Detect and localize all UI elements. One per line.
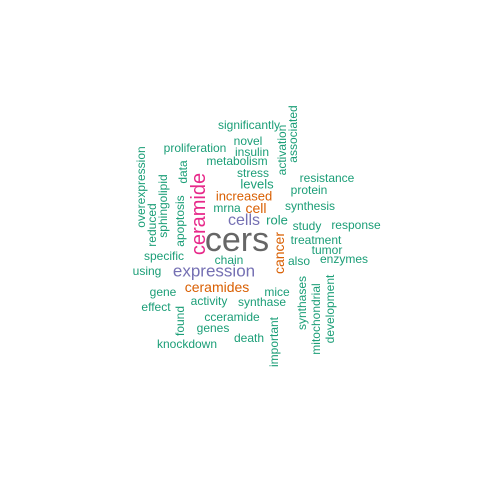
word-resistance: resistance [299, 171, 355, 185]
word-synthases: synthases [295, 275, 309, 331]
word-increased: increased [215, 188, 273, 204]
word-mitochondrial: mitochondrial [309, 283, 323, 355]
word-cells: cells [227, 212, 261, 229]
word-insulin: insulin [234, 145, 270, 159]
word-role: role [266, 212, 288, 228]
word-cancer: cancer [271, 231, 287, 275]
word-synthase: synthase [237, 295, 287, 309]
word-cceramide: cceramide [204, 310, 260, 324]
word-cell: cell [245, 200, 267, 216]
word-metabolism: metabolism [206, 154, 268, 168]
word-activation: activation [275, 124, 289, 176]
word-significantly: significantly [217, 118, 281, 132]
word-important: important [267, 316, 281, 368]
word-death: death [233, 331, 265, 345]
word-using: using [132, 264, 162, 278]
word-activity: activity [190, 294, 228, 308]
word-found: found [173, 305, 187, 337]
word-also: also [287, 254, 311, 268]
word-study: study [292, 219, 322, 233]
word-chain: chain [214, 253, 244, 267]
word-cers: cers [204, 221, 270, 259]
word-development: development [323, 274, 337, 344]
word-proliferation: proliferation [163, 141, 227, 155]
word-ceramides: ceramides [184, 279, 250, 295]
word-gene: gene [149, 285, 177, 299]
word-effect: effect [141, 300, 171, 314]
word-mice: mice [264, 285, 290, 299]
word-novel: novel [233, 134, 263, 148]
word-reduced: reduced [145, 203, 159, 247]
word-genes: genes [196, 321, 230, 335]
word-data: data [176, 160, 190, 184]
word-expression: expression [172, 261, 256, 281]
word-mrna: mrna [213, 201, 241, 215]
word-levels: levels [240, 176, 274, 192]
word-specific: specific [143, 249, 185, 263]
word-treatment: treatment [290, 233, 342, 247]
word-synthesis: synthesis [284, 199, 336, 213]
word-ceramide: ceramide [188, 172, 210, 256]
word-apoptosis: apoptosis [173, 195, 187, 247]
word-response: response [331, 218, 381, 232]
word-tumor: tumor [311, 243, 343, 257]
word-protein: protein [290, 183, 328, 197]
word-knockdown: knockdown [156, 337, 218, 351]
word-stress: stress [236, 166, 270, 180]
word-enzymes: enzymes [319, 252, 369, 266]
